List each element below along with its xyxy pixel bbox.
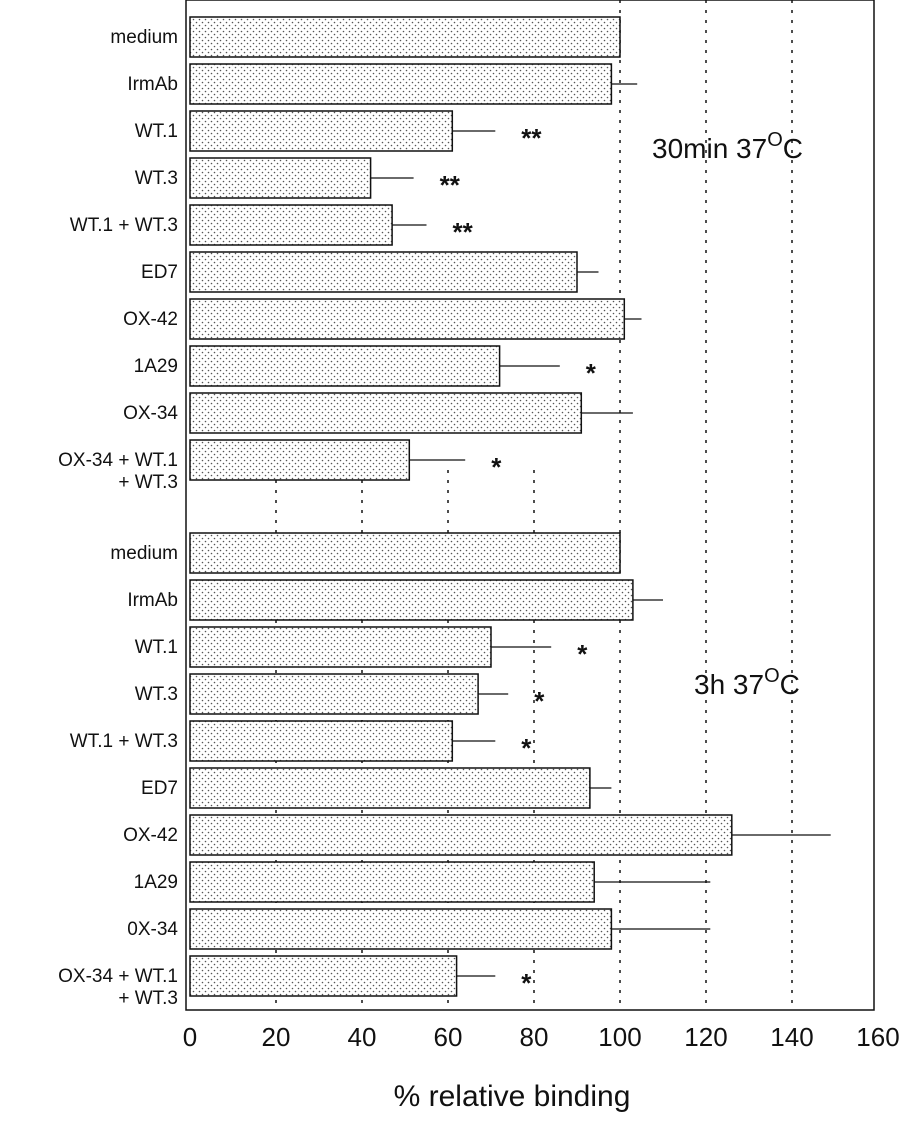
- category-label-0-6: OX-42: [123, 309, 178, 330]
- significance-0-3: **: [440, 170, 461, 200]
- significance-0-4: **: [453, 217, 474, 247]
- plot-frame: [185, 0, 875, 1011]
- category-label-1-5: ED7: [141, 778, 178, 799]
- category-label-0-9-line2: + WT.3: [118, 472, 178, 493]
- x-tick-label-0: 0: [183, 1022, 197, 1052]
- category-label-0-2: WT.1: [135, 121, 178, 142]
- bar-0-4: [189, 204, 393, 246]
- bar-1-8: [189, 908, 613, 950]
- panel-label-0: 30min 37OC: [652, 129, 803, 164]
- bar-1-2: [189, 626, 492, 668]
- category-label-1-0: medium: [110, 543, 178, 564]
- category-label-1-6: OX-42: [123, 825, 178, 846]
- bar-1-0: [189, 532, 621, 574]
- category-label-0-3: WT.3: [135, 168, 178, 189]
- bar-0-3: [189, 157, 372, 199]
- bar-0-6: [189, 298, 626, 340]
- bar-1-6: [189, 814, 733, 856]
- significance-1-4: *: [521, 733, 532, 763]
- category-label-1-4: WT.1 + WT.3: [70, 731, 178, 752]
- bar-1-4: [189, 720, 454, 762]
- category-label-0-4: WT.1 + WT.3: [70, 215, 178, 236]
- bar-1-5: [189, 767, 591, 809]
- bar-0-1: [189, 63, 613, 105]
- bar-1-1: [189, 579, 634, 621]
- category-label-1-7: 1A29: [134, 872, 178, 893]
- bar-0-8: [189, 392, 583, 434]
- category-label-1-3: WT.3: [135, 684, 178, 705]
- x-axis: 0 20 40 60 80 100 120 140 160: [183, 1022, 900, 1052]
- category-label-0-0: medium: [110, 27, 178, 48]
- x-tick-label-80: 80: [520, 1022, 549, 1052]
- category-label-0-8: OX-34: [123, 403, 178, 424]
- bars-layer: ********30min 37OC****3h 37OC: [189, 16, 831, 998]
- bar-0-9: [189, 439, 411, 481]
- category-label-1-2: WT.1: [135, 637, 178, 658]
- x-tick-label-60: 60: [434, 1022, 463, 1052]
- bar-0-0: [189, 16, 621, 58]
- significance-0-7: *: [586, 358, 597, 388]
- x-tick-label-20: 20: [262, 1022, 291, 1052]
- bar-1-9: [189, 955, 458, 997]
- category-label-0-1: IrmAb: [127, 74, 178, 95]
- category-labels: medium IrmAb WT.1 WT.3 WT.1 + WT.3 ED7 OX-42 1A…: [58, 27, 178, 1009]
- significance-1-2: *: [577, 639, 588, 669]
- bar-1-3: [189, 673, 479, 715]
- category-label-0-7: 1A29: [134, 356, 178, 377]
- category-label-0-5: ED7: [141, 262, 178, 283]
- category-label-0-9: OX-34 + WT.1: [58, 450, 178, 471]
- panel-label-1: 3h 37OC: [694, 665, 800, 700]
- x-tick-label-160: 160: [856, 1022, 899, 1052]
- category-label-1-9-line2: + WT.3: [118, 988, 178, 1009]
- category-label-1-1: IrmAb: [127, 590, 178, 611]
- significance-1-3: *: [534, 686, 545, 716]
- bar-0-7: [189, 345, 501, 387]
- x-tick-label-140: 140: [770, 1022, 813, 1052]
- bar-0-5: [189, 251, 578, 293]
- category-label-1-8: 0X-34: [127, 919, 178, 940]
- significance-0-2: **: [521, 123, 542, 153]
- category-label-1-9: OX-34 + WT.1: [58, 966, 178, 987]
- x-tick-label-40: 40: [348, 1022, 377, 1052]
- x-axis-title: % relative binding: [394, 1080, 631, 1113]
- x-tick-label-100: 100: [598, 1022, 641, 1052]
- bar-0-2: [189, 110, 454, 152]
- x-tick-label-120: 120: [684, 1022, 727, 1052]
- bar-1-7: [189, 861, 595, 903]
- significance-1-9: *: [521, 968, 532, 998]
- significance-0-9: *: [491, 452, 502, 482]
